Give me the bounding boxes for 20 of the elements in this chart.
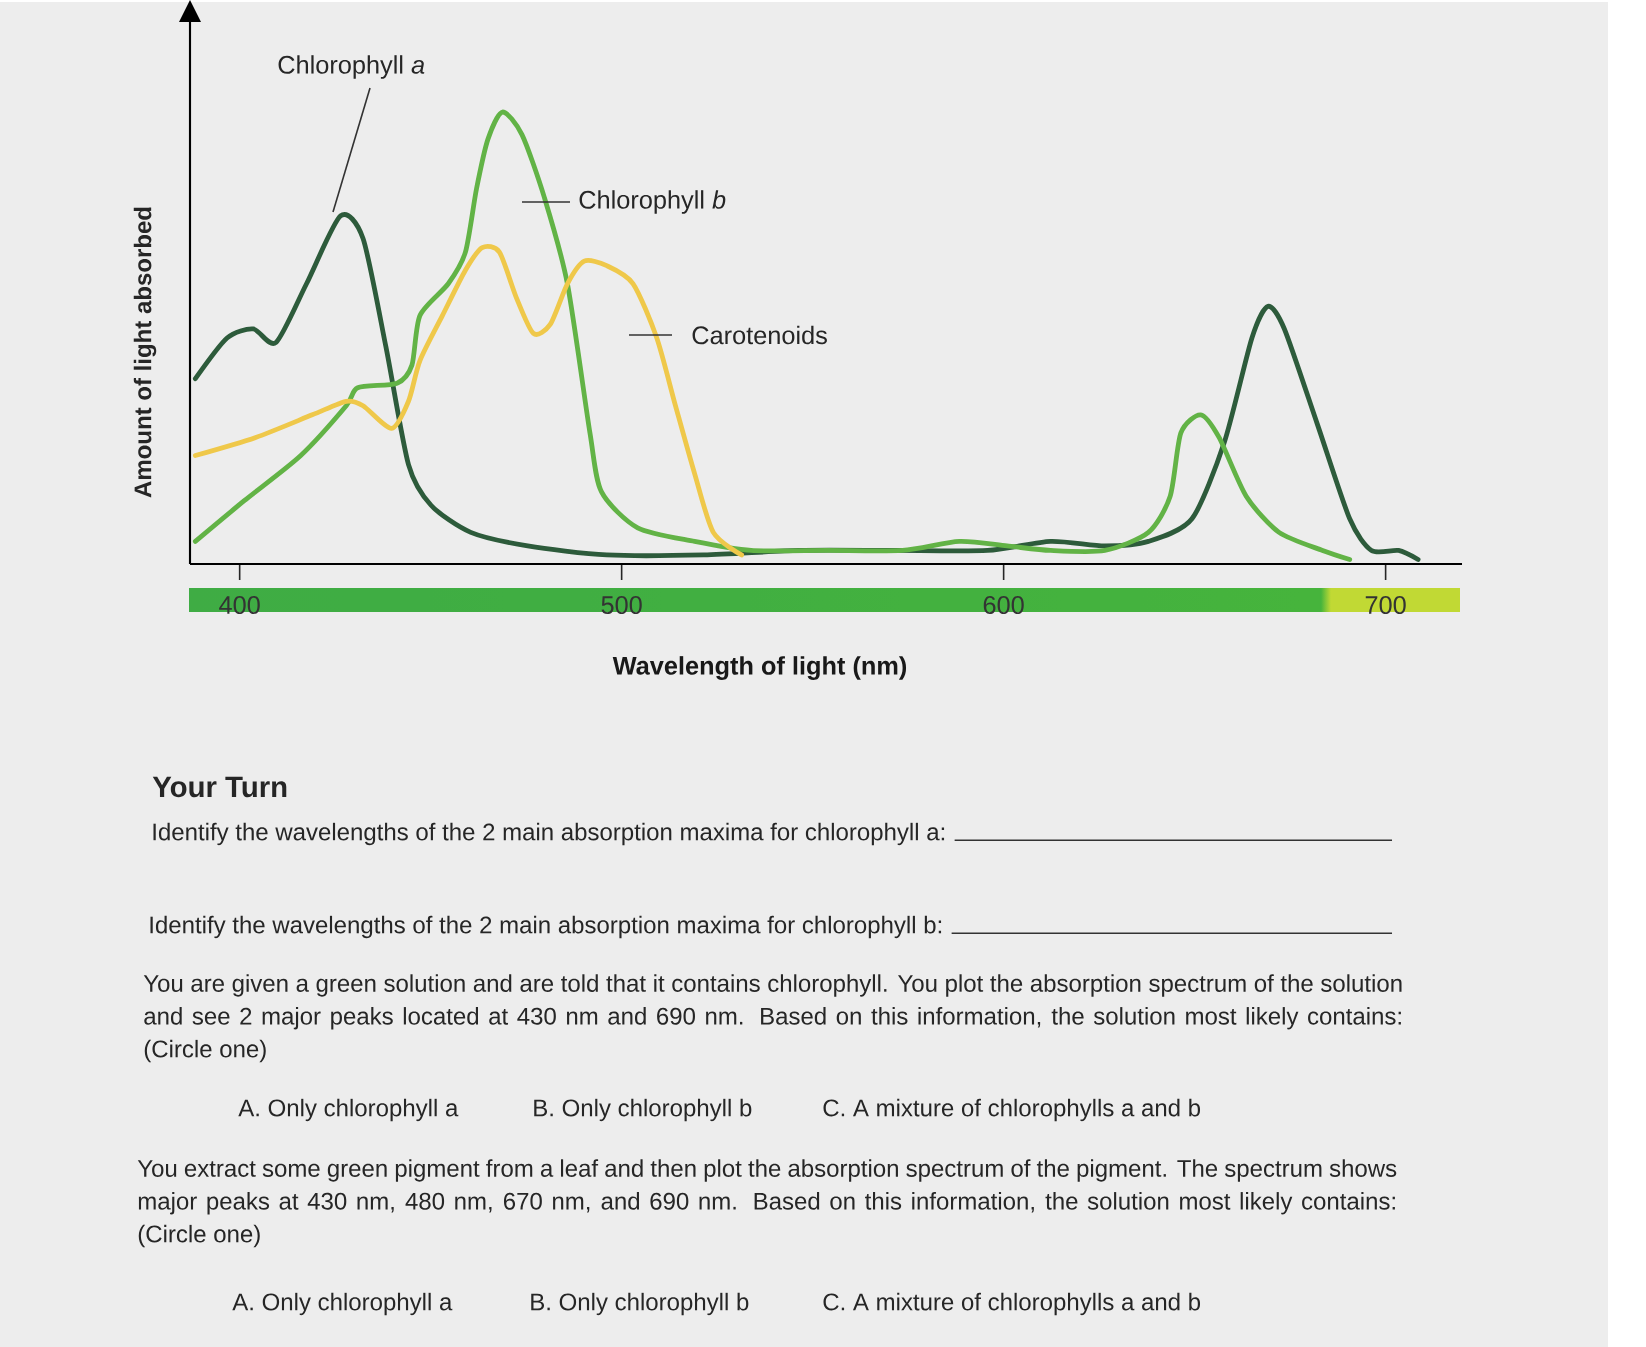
text: Your Turn [152,776,287,798]
text: A. Only chlorophyll a [238,1098,459,1122]
text: Identify the wavelengths of the 2 main absorption maxima for chlorophyll b: [150,915,942,939]
y-axis-title: Amount of light absorbed [133,207,157,498]
text: C. A mixture of chlorophylls a and b [823,1292,1201,1316]
text: Chlorophyll a [278,55,425,79]
x-tick-label: 600 [983,596,1024,614]
text: A. Only chlorophyll a [232,1292,453,1316]
text: B. Only chlorophyll b [531,1292,749,1316]
text: You extract some green pigment from a leaf and then plot the absorption spectrum of the pigment. The spectrum shows major peaks at 430 nm, 480 nm, 670 nm, and 690 nm. Based on this information, the solution most likely contains: (Circle one) [137,1159,1397,1248]
series-label: Chlorophyll b [579,190,726,214]
text: You are given a green solution and are told that it contains chlorophyll. You plot the absorption spectrum of the solution and see 2 major peaks located at 430 nm and 690 nm. Based on this information, the solution most likely contains: (Circle one) [143,974,1402,1063]
x-tick-label: 700 [1365,596,1406,614]
x-tick-label: 400 [219,596,260,614]
x-axis-title: Wavelength of light (nm) [612,656,907,680]
text: C. A mixture of chlorophylls a and b [823,1098,1201,1122]
text: Identify the wavelengths of the 2 main absorption maxima for chlorophyll a: [153,822,945,846]
series-label: Carotenoids [692,325,827,345]
x-tick-label: 500 [601,596,642,614]
text: B. Only chlorophyll b [534,1098,752,1122]
